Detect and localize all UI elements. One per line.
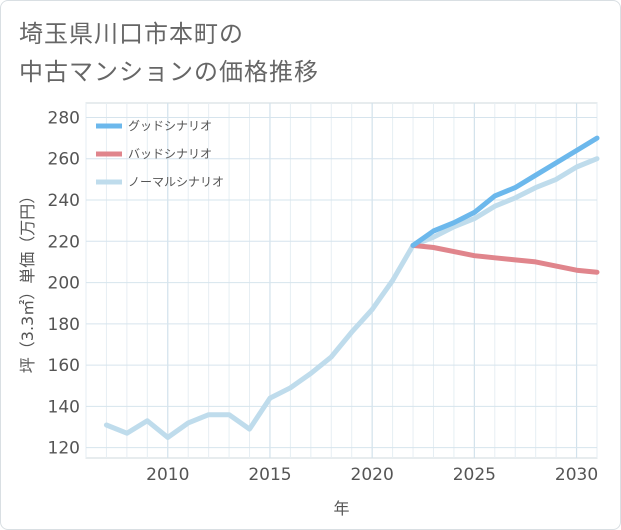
x-tick-label: 2025 — [453, 465, 496, 485]
chart-title: 埼玉県川口市本町の 中古マンションの価格推移 — [19, 15, 319, 91]
y-tick-label: 180 — [48, 315, 80, 335]
y-axis-ticks: 120 140 160 180 200 220 240 260 280 — [48, 108, 80, 458]
y-tick-label: 120 — [48, 439, 80, 459]
series-line-2 — [103, 156, 600, 440]
series-line-0 — [410, 135, 600, 248]
title-line-2: 中古マンションの価格推移 — [19, 58, 319, 86]
y-tick-label: 240 — [48, 191, 80, 211]
y-tick-label: 220 — [48, 232, 80, 252]
y-tick-label: 200 — [48, 274, 80, 294]
grid-lines — [85, 102, 598, 459]
title-line-1: 埼玉県川口市本町の — [19, 20, 244, 48]
y-tick-label: 160 — [48, 356, 80, 376]
y-tick-label: 260 — [48, 150, 80, 170]
x-tick-label: 2020 — [351, 465, 394, 485]
x-axis-ticks: 2010 2015 2020 2025 2030 — [146, 465, 598, 485]
x-tick-label: 2010 — [146, 465, 189, 485]
y-tick-label: 280 — [48, 108, 80, 128]
y-axis-title: 坪（3.3㎡）単価（万円） — [18, 188, 37, 373]
legend-label: グッドシナリオ — [128, 119, 212, 133]
x-tick-label: 2015 — [248, 465, 291, 485]
series-lines — [103, 135, 600, 440]
legend-label: ノーマルシナリオ — [128, 175, 224, 189]
legend-label: バッドシナリオ — [128, 147, 212, 161]
x-axis-title: 年 — [333, 499, 349, 518]
y-tick-label: 140 — [48, 397, 80, 417]
series-line-1 — [410, 242, 600, 275]
x-tick-label: 2030 — [555, 465, 598, 485]
